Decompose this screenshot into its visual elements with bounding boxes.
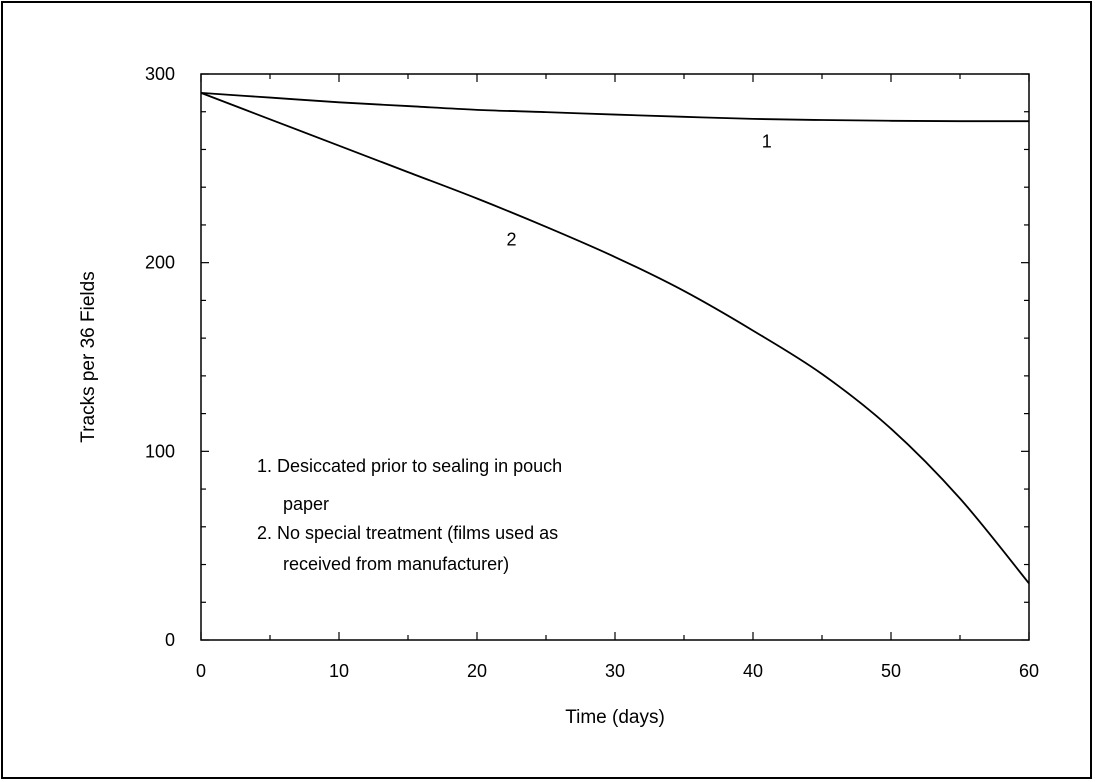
legend-line-2: paper (283, 494, 329, 514)
curve-label-1: 1 (762, 132, 772, 152)
plot-area (200, 73, 1030, 641)
x-tick-label: 40 (743, 661, 763, 681)
ticks-layer (200, 73, 1030, 641)
x-axis-title: Time (days) (565, 707, 665, 728)
y-tick-label: 200 (145, 253, 175, 273)
x-tick-label: 60 (1019, 661, 1039, 681)
x-tick-label: 0 (196, 661, 206, 681)
x-tick-label: 50 (881, 661, 901, 681)
x-tick-label: 10 (329, 661, 349, 681)
series-line-2 (200, 92, 1030, 584)
x-tick-label: 30 (605, 661, 625, 681)
series-line-1 (200, 91, 1030, 123)
legend: 1. Desiccated prior to sealing in pouch … (257, 456, 562, 574)
legend-line-1: 1. Desiccated prior to sealing in pouch (257, 456, 562, 476)
x-tick-label: 20 (467, 661, 487, 681)
curves-layer (200, 91, 1030, 584)
y-tick-label: 300 (145, 64, 175, 84)
curve-label-2: 2 (506, 230, 516, 250)
legend-line-3: 2. No special treatment (films used as (257, 523, 558, 543)
y-tick-label: 100 (145, 441, 175, 461)
legend-line-4: received from manufacturer) (283, 554, 509, 574)
y-axis-title: Tracks per 36 Fields (78, 271, 99, 442)
y-tick-label: 0 (165, 630, 175, 650)
labels-layer: 0 10 20 30 40 50 60 0 100 200 300 1 2 (145, 64, 1039, 681)
